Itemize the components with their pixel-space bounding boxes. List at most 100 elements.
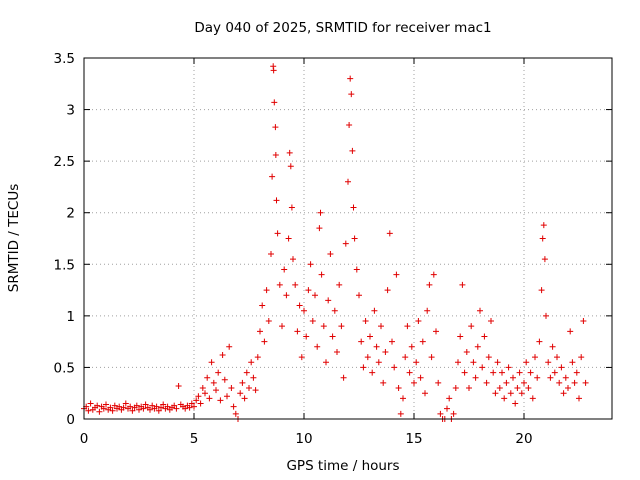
data-point — [191, 403, 197, 410]
data-point — [316, 225, 323, 232]
data-point — [206, 395, 213, 402]
data-point — [380, 379, 387, 386]
data-point — [312, 292, 318, 299]
data-point — [488, 318, 494, 325]
data-point — [136, 406, 142, 413]
data-point — [252, 387, 259, 394]
data-point — [435, 379, 442, 386]
data-point — [270, 67, 277, 74]
data-point — [230, 403, 237, 410]
data-point — [347, 75, 354, 82]
data-point — [402, 354, 409, 361]
data-point — [543, 312, 549, 319]
data-point — [175, 382, 182, 389]
data-point — [551, 369, 558, 376]
y-tick-label: 3.5 — [54, 51, 75, 67]
data-point — [576, 395, 582, 402]
data-point — [562, 374, 569, 381]
data-point — [147, 406, 153, 413]
data-point — [204, 374, 211, 381]
data-point — [505, 364, 512, 371]
data-point — [85, 407, 92, 414]
data-point — [375, 359, 382, 366]
data-point — [360, 364, 367, 371]
data-point — [400, 395, 406, 402]
data-point — [301, 307, 307, 314]
data-point — [348, 91, 355, 98]
data-point — [193, 397, 200, 404]
data-point — [571, 379, 578, 386]
data-point — [455, 359, 461, 366]
y-tick-label: 0.5 — [54, 360, 75, 376]
data-point — [408, 343, 415, 350]
data-point — [417, 374, 424, 381]
data-point — [100, 405, 107, 412]
data-point — [406, 369, 413, 376]
data-point — [547, 374, 554, 381]
data-point — [94, 402, 101, 409]
data-point — [338, 323, 345, 330]
data-point — [263, 287, 270, 294]
data-point — [554, 354, 560, 361]
data-point — [228, 385, 235, 392]
data-point — [514, 385, 521, 392]
data-point — [261, 338, 268, 345]
data-point — [287, 163, 294, 170]
y-tick-label: 3 — [66, 103, 75, 119]
data-point — [510, 374, 516, 381]
data-point — [213, 387, 219, 394]
data-point — [272, 151, 279, 158]
data-point — [391, 364, 398, 371]
data-point — [272, 124, 279, 131]
data-point — [481, 333, 488, 340]
data-point — [173, 405, 180, 412]
data-point — [329, 333, 336, 340]
data-point — [558, 364, 565, 371]
axis-ticks: 0 0.5 1 1.5 2 2.5 3 3.5 0 5 10 15 20 — [54, 51, 612, 447]
data-point — [271, 99, 278, 106]
data-point — [160, 401, 167, 408]
data-point — [259, 302, 266, 309]
data-point — [415, 318, 422, 325]
data-point — [525, 385, 532, 392]
plot-frame — [83, 57, 613, 420]
data-point — [153, 403, 160, 410]
data-point — [373, 343, 380, 350]
data-point — [241, 395, 248, 402]
data-point — [164, 403, 171, 410]
data-point — [274, 230, 281, 237]
data-point — [248, 359, 255, 366]
data-point — [279, 323, 285, 330]
data-point — [353, 266, 360, 273]
data-point — [351, 235, 358, 242]
data-point — [224, 393, 230, 400]
data-point — [142, 401, 149, 408]
data-point — [342, 240, 349, 247]
data-point — [565, 385, 571, 392]
data-point — [309, 318, 316, 325]
data-point — [540, 222, 547, 229]
data-point — [340, 374, 347, 381]
data-point — [534, 374, 541, 381]
data-point — [221, 376, 228, 383]
data-point — [155, 407, 162, 414]
data-point — [288, 204, 295, 211]
data-point — [103, 401, 109, 408]
data-point — [413, 359, 420, 366]
data-point — [386, 230, 393, 237]
data-point — [479, 364, 486, 371]
y-tick-label: 2.5 — [54, 154, 75, 170]
data-point — [107, 404, 114, 411]
data-point — [276, 281, 283, 288]
data-point — [197, 400, 204, 407]
data-point — [457, 333, 464, 340]
data-point — [501, 395, 508, 402]
data-point — [237, 390, 244, 397]
x-tick-label: 0 — [80, 431, 89, 447]
data-point — [127, 403, 134, 410]
data-point — [346, 122, 353, 129]
data-point — [466, 385, 472, 392]
data-point — [461, 369, 468, 376]
data-point — [327, 250, 334, 257]
